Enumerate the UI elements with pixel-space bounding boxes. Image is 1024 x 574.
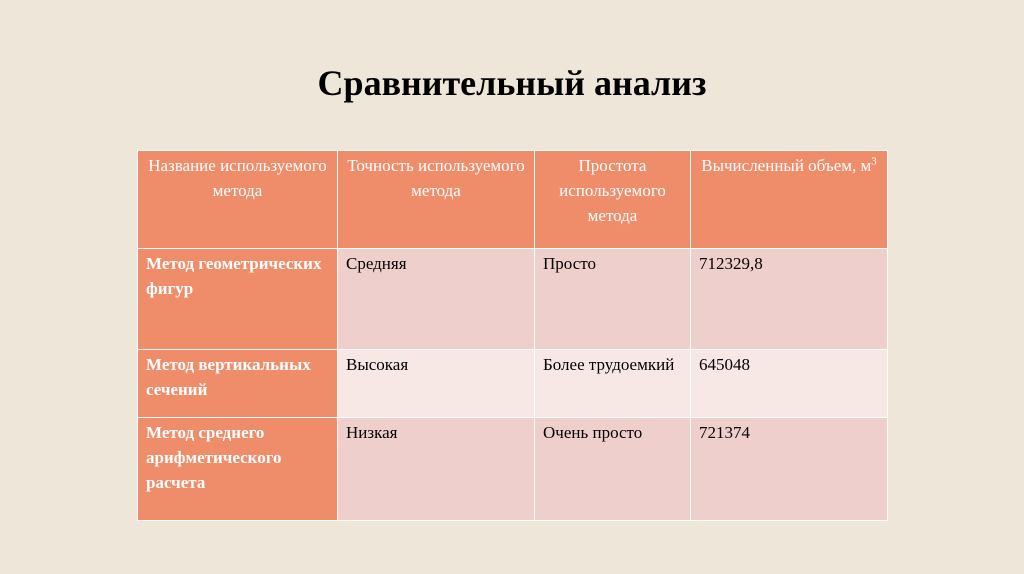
- row-volume: 712329,8: [690, 248, 888, 350]
- header-simplicity: Простота используемого метода: [534, 150, 691, 249]
- row-simplicity: Более трудоемкий: [534, 349, 691, 418]
- row-method-name: Метод геометрических фигур: [137, 248, 338, 350]
- header-accuracy: Точность используемого метода: [337, 150, 535, 249]
- row-accuracy: Средняя: [337, 248, 535, 350]
- row-simplicity: Просто: [534, 248, 691, 350]
- comparison-table: Название используемого метода Точность и…: [137, 150, 888, 521]
- row-simplicity: Очень просто: [534, 417, 691, 521]
- header-method: Название используемого метода: [137, 150, 338, 249]
- header-volume-label: Вычисленный объем, м: [701, 156, 872, 175]
- table-row: Метод геометрических фигур Средняя Прост…: [137, 248, 888, 350]
- header-volume: Вычисленный объем, м3: [690, 150, 888, 249]
- row-method-name: Метод вертикальных сечений: [137, 349, 338, 418]
- table-row: Метод вертикальных сечений Высокая Более…: [137, 349, 888, 418]
- row-method-name: Метод среднего арифметического расчета: [137, 417, 338, 521]
- header-volume-exponent: 3: [871, 155, 877, 168]
- row-volume: 645048: [690, 349, 888, 418]
- table-row: Метод среднего арифметического расчета Н…: [137, 417, 888, 521]
- row-accuracy: Низкая: [337, 417, 535, 521]
- row-accuracy: Высокая: [337, 349, 535, 418]
- table-header-row: Название используемого метода Точность и…: [137, 150, 888, 249]
- slide-title: Сравнительный анализ: [317, 63, 707, 103]
- row-volume: 721374: [690, 417, 888, 521]
